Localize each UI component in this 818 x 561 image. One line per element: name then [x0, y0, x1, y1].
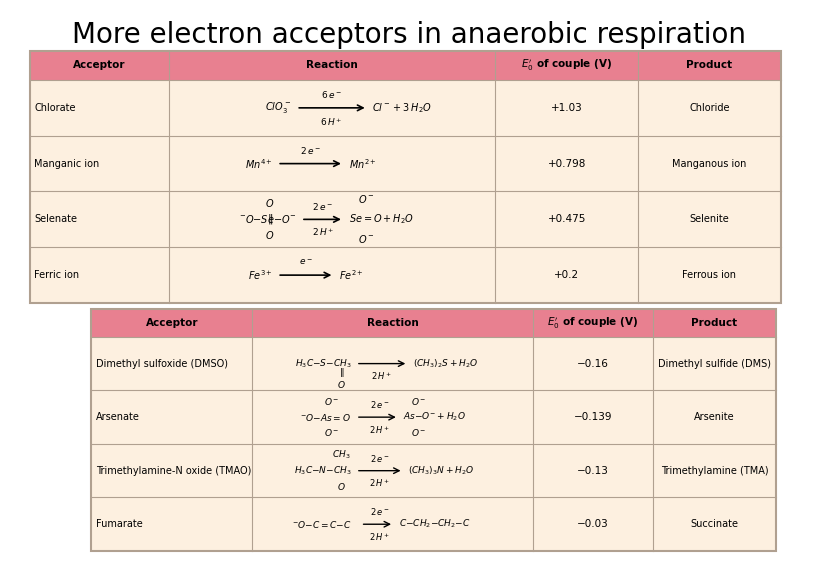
Text: $e^-$: $e^-$ — [299, 257, 312, 267]
Text: −0.139: −0.139 — [573, 412, 612, 422]
Text: Arsenate: Arsenate — [96, 412, 140, 422]
Text: Fumarate: Fumarate — [96, 519, 143, 529]
Text: Dimethyl sulfide (DMS): Dimethyl sulfide (DMS) — [658, 358, 771, 369]
Text: $O^-$: $O^-$ — [324, 396, 340, 407]
Text: $2\, H^+$: $2\, H^+$ — [371, 371, 392, 382]
Text: $Se{=}O + H_2O$: $Se{=}O + H_2O$ — [348, 213, 414, 226]
Text: $H_3C{-}N{-}CH_3$: $H_3C{-}N{-}CH_3$ — [294, 465, 351, 477]
Bar — [496, 51, 638, 80]
Text: Product: Product — [686, 61, 733, 71]
Text: $(CH_3)_3N + H_2O$: $(CH_3)_3N + H_2O$ — [408, 465, 474, 477]
Text: $Cl^- + 3\, H_2O$: $Cl^- + 3\, H_2O$ — [372, 101, 433, 115]
Text: $2\, e^-$: $2\, e^-$ — [370, 399, 389, 410]
Bar — [29, 51, 781, 303]
Text: Arsenite: Arsenite — [694, 412, 735, 422]
Text: Reaction: Reaction — [366, 318, 419, 328]
Bar — [653, 309, 776, 337]
Text: $Fe^{3+}$: $Fe^{3+}$ — [248, 268, 272, 282]
Text: Acceptor: Acceptor — [146, 318, 198, 328]
Text: $2\, e^-$: $2\, e^-$ — [370, 453, 389, 464]
Text: Acceptor: Acceptor — [73, 61, 125, 71]
Text: −0.03: −0.03 — [577, 519, 609, 529]
Text: Trimethylamine-N oxide (TMAO): Trimethylamine-N oxide (TMAO) — [96, 466, 251, 476]
Bar — [92, 390, 776, 444]
Text: $^{-}O{-}C{=}C{-}C$: $^{-}O{-}C{=}C{-}C$ — [291, 519, 351, 530]
Text: $O^-$: $O^-$ — [358, 233, 375, 245]
Text: Dimethyl sulfoxide (DMSO): Dimethyl sulfoxide (DMSO) — [96, 358, 228, 369]
Text: $O$: $O$ — [337, 481, 346, 491]
Text: $C{-}CH_2{-}CH_2{-}C$: $C{-}CH_2{-}CH_2{-}C$ — [398, 518, 470, 531]
Text: $O$: $O$ — [337, 379, 346, 389]
Text: Ferrous ion: Ferrous ion — [682, 270, 736, 280]
Text: $2\, e^-$: $2\, e^-$ — [370, 506, 389, 517]
Bar — [92, 309, 776, 551]
Bar — [29, 247, 781, 303]
Text: $^{-}O{-}As{=}O$: $^{-}O{-}As{=}O$ — [300, 412, 351, 422]
Bar — [92, 337, 776, 390]
Text: $ClO_3^-$: $ClO_3^-$ — [265, 100, 291, 116]
Text: $H_3C{-}S{-}CH_3$: $H_3C{-}S{-}CH_3$ — [294, 357, 351, 370]
Text: Reaction: Reaction — [306, 61, 357, 71]
Bar — [29, 136, 781, 191]
Text: $O^-$: $O^-$ — [358, 194, 375, 205]
Text: Selenate: Selenate — [34, 214, 77, 224]
Text: $\|$: $\|$ — [339, 366, 344, 379]
Text: +0.798: +0.798 — [547, 159, 586, 169]
Text: $O$: $O$ — [265, 197, 274, 209]
Text: $O^-$: $O^-$ — [411, 427, 427, 438]
Text: +1.03: +1.03 — [551, 103, 582, 113]
Text: $2\, H^+$: $2\, H^+$ — [369, 531, 390, 543]
Text: Manganic ion: Manganic ion — [34, 159, 100, 169]
Bar — [169, 51, 496, 80]
Bar — [92, 444, 776, 498]
Text: $^{-}O{-}Se{-}O^{-}$: $^{-}O{-}Se{-}O^{-}$ — [239, 213, 296, 226]
Text: $\|$: $\|$ — [267, 213, 272, 227]
Text: −0.13: −0.13 — [577, 466, 609, 476]
Bar — [252, 309, 533, 337]
Text: More electron acceptors in anaerobic respiration: More electron acceptors in anaerobic res… — [72, 21, 746, 49]
Bar — [638, 51, 781, 80]
Text: $O$: $O$ — [265, 229, 274, 241]
Bar — [29, 80, 781, 136]
Text: $E_0'$ of couple (V): $E_0'$ of couple (V) — [547, 315, 639, 330]
Text: Trimethylamine (TMA): Trimethylamine (TMA) — [661, 466, 768, 476]
Text: $O^-$: $O^-$ — [411, 396, 427, 407]
Bar — [29, 191, 781, 247]
Text: $2\, H^+$: $2\, H^+$ — [369, 424, 390, 436]
Text: $(CH_3)_2S + H_2O$: $(CH_3)_2S + H_2O$ — [413, 357, 479, 370]
Text: $As{-}O^{-} + H_2O$: $As{-}O^{-} + H_2O$ — [403, 411, 466, 424]
Text: $6\, H^+$: $6\, H^+$ — [320, 116, 343, 127]
Text: Product: Product — [691, 318, 738, 328]
Text: Succinate: Succinate — [690, 519, 739, 529]
Text: $O^-$: $O^-$ — [324, 427, 340, 438]
Text: Manganous ion: Manganous ion — [672, 159, 747, 169]
Text: $2\, e^-$: $2\, e^-$ — [312, 201, 334, 213]
Text: $Mn^{4+}$: $Mn^{4+}$ — [245, 157, 272, 171]
Text: Chloride: Chloride — [690, 103, 730, 113]
Text: $Fe^{2+}$: $Fe^{2+}$ — [339, 268, 364, 282]
Text: $CH_3$: $CH_3$ — [332, 448, 351, 461]
Text: $E_0'$ of couple (V): $E_0'$ of couple (V) — [521, 58, 613, 73]
Text: $2\, H^+$: $2\, H^+$ — [312, 227, 335, 238]
Bar — [29, 51, 169, 80]
Text: Chlorate: Chlorate — [34, 103, 76, 113]
Text: +0.475: +0.475 — [547, 214, 586, 224]
Text: +0.2: +0.2 — [554, 270, 579, 280]
Bar — [533, 309, 653, 337]
Text: Ferric ion: Ferric ion — [34, 270, 79, 280]
Bar — [92, 309, 252, 337]
Bar — [92, 498, 776, 551]
Text: −0.16: −0.16 — [577, 358, 609, 369]
Text: $2\, H^+$: $2\, H^+$ — [369, 477, 390, 489]
Text: $Mn^{2+}$: $Mn^{2+}$ — [348, 157, 376, 171]
Text: $2\, e^-$: $2\, e^-$ — [300, 145, 321, 155]
Text: $6\, e^-$: $6\, e^-$ — [321, 89, 342, 100]
Text: Selenite: Selenite — [690, 214, 730, 224]
